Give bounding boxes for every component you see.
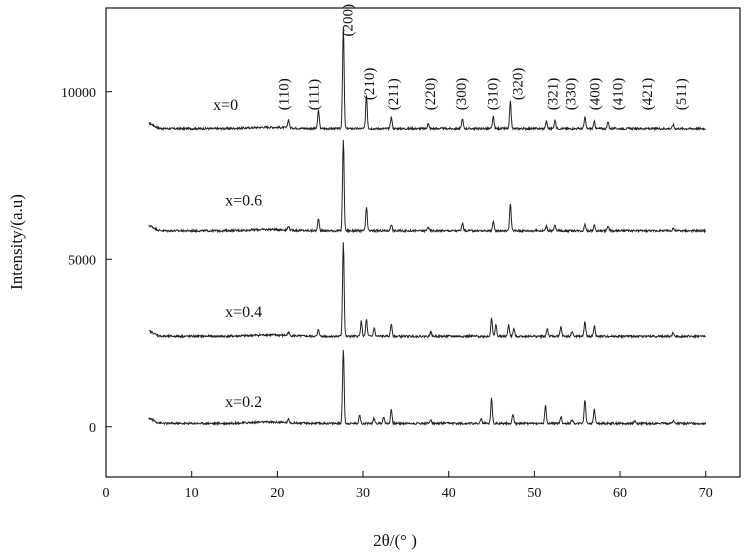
series-label: x=0.6	[225, 193, 262, 210]
peak-labels: (110) (111) (200) (210) (211) (220) (300) (310)…	[277, 4, 691, 110]
peak-label: (200)	[341, 4, 357, 37]
peak-label: (321)	[546, 78, 562, 111]
x-tick-label: 10	[185, 486, 199, 501]
series-label: x=0.2	[225, 394, 262, 411]
peak-label: (310)	[486, 78, 502, 111]
x-tick-label: 50	[527, 486, 541, 501]
peak-label: (300)	[454, 78, 470, 111]
y-axis-title: Intensity/(a.u)	[7, 194, 26, 290]
x-tick-label: 60	[613, 486, 627, 501]
y-tick-label: 0	[89, 421, 96, 436]
peak-label: (111)	[307, 79, 323, 110]
x-tick-label: 20	[270, 486, 284, 501]
x-tick-label: 40	[442, 486, 456, 501]
x-tick-label: 30	[356, 486, 370, 501]
series-label: x=0.4	[225, 304, 262, 321]
peak-label: (330)	[564, 78, 580, 111]
series-labels: x=0 x=0.6 x=0.4 x=0.2	[213, 97, 262, 411]
peak-label: (211)	[386, 78, 402, 110]
series-label: x=0	[213, 97, 238, 114]
peak-label: (410)	[611, 78, 627, 111]
series-line	[149, 140, 706, 232]
peak-label: (220)	[423, 78, 439, 111]
series-line	[149, 242, 706, 337]
peak-label: (320)	[510, 68, 526, 101]
peak-label: (511)	[674, 78, 690, 110]
x-tick-label: 0	[103, 486, 110, 501]
peak-label: (210)	[362, 68, 378, 101]
y-tick-label: 10000	[61, 86, 96, 101]
series-line	[149, 350, 706, 424]
y-axis-ticks: 0 5000 10000	[61, 86, 112, 436]
x-axis-ticks: 0 10 20 30 40 50 60 70	[103, 471, 713, 501]
peak-label: (400)	[588, 78, 604, 111]
y-tick-label: 5000	[68, 253, 96, 268]
peak-label: (421)	[640, 78, 656, 111]
x-tick-label: 70	[699, 486, 713, 501]
x-axis-title: 2θ/(° )	[373, 531, 417, 550]
peak-label: (110)	[277, 78, 293, 110]
